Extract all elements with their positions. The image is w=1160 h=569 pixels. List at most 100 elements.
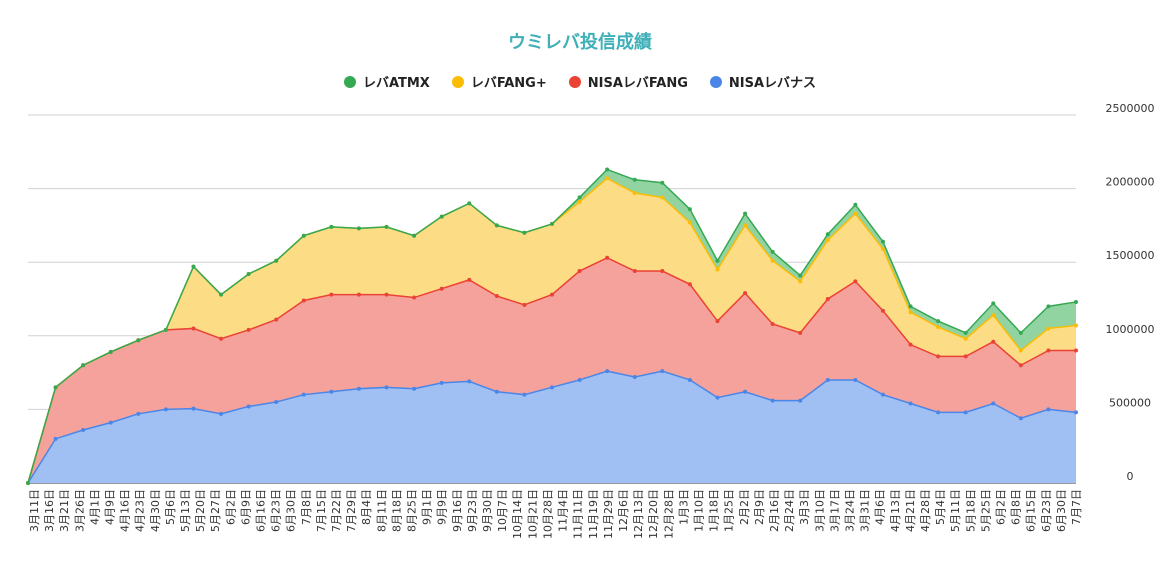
data-point <box>908 304 913 309</box>
data-point <box>770 258 775 263</box>
data-point <box>1074 410 1078 415</box>
data-point <box>1074 348 1078 353</box>
x-tick-label: 12月6日 <box>617 489 630 532</box>
x-tick-label: 4月9日 <box>104 489 117 525</box>
x-tick-label: 1月18日 <box>708 489 721 532</box>
legend-swatch <box>343 75 356 88</box>
x-tick-label: 8月11日 <box>375 489 388 532</box>
x-tick-label: 12月28日 <box>662 489 675 539</box>
data-point <box>715 258 720 263</box>
series-area <box>28 178 1076 483</box>
data-point <box>412 295 417 300</box>
x-tick-label: 12月20日 <box>647 489 660 539</box>
x-tick-label: 3月16日 <box>43 489 56 532</box>
data-point <box>108 349 113 354</box>
legend-item: レバFANG+ <box>451 72 547 91</box>
data-point <box>743 223 748 228</box>
data-point <box>412 233 417 238</box>
data-point <box>329 389 334 394</box>
y-tick-label: 1000000 <box>1106 323 1155 336</box>
data-point <box>163 407 168 412</box>
data-point <box>108 420 113 425</box>
data-point <box>743 211 748 216</box>
x-tick-label: 3月3日 <box>798 489 811 525</box>
data-point <box>770 249 775 254</box>
x-tick-label: 6月23日 <box>270 489 283 532</box>
data-point <box>963 336 968 341</box>
data-point <box>26 481 30 485</box>
x-tick-label: 7月8日 <box>300 489 313 525</box>
data-point <box>660 195 665 200</box>
data-point <box>246 327 251 332</box>
data-point <box>1018 330 1023 335</box>
legend-label: レバATMX <box>362 76 430 91</box>
data-point <box>715 319 720 324</box>
legend-label: NISAレバナス <box>728 76 817 91</box>
y-tick-label: 0 <box>1127 470 1134 483</box>
legend-swatch <box>451 75 464 88</box>
series-area <box>28 257 1076 483</box>
data-point <box>356 292 361 297</box>
data-point <box>494 389 499 394</box>
x-tick-label: 6月16日 <box>255 489 268 532</box>
x-tick-label: 2月24日 <box>783 489 796 532</box>
data-point <box>550 221 554 226</box>
data-point <box>853 211 858 216</box>
chart-title: ウミレバ投信成績 <box>508 32 652 53</box>
data-point <box>908 342 913 347</box>
x-tick-label: 4月21日 <box>904 489 917 532</box>
x-tick-label: 2月16日 <box>768 489 781 532</box>
data-point <box>522 302 527 307</box>
x-tick-label: 10月21日 <box>526 489 539 539</box>
data-point <box>494 294 499 299</box>
data-point <box>963 410 968 415</box>
x-tick-label: 5月25日 <box>979 489 992 532</box>
data-point <box>329 224 334 229</box>
x-tick-label: 6月23日 <box>1040 489 1053 532</box>
x-tick-label: 10月14日 <box>511 489 524 539</box>
data-point <box>274 258 279 263</box>
x-tick-label: 6月8日 <box>1010 489 1023 525</box>
data-point <box>632 191 637 196</box>
x-tick-label: 9月9日 <box>436 489 449 525</box>
x-tick-label: 3月17日 <box>828 489 841 532</box>
x-tick-label: 5月13日 <box>179 489 192 532</box>
data-point <box>605 176 610 181</box>
data-point <box>191 406 196 411</box>
data-point <box>825 377 830 382</box>
data-point <box>798 398 803 403</box>
x-tick-label: 6月2日 <box>994 489 1007 525</box>
data-point <box>908 310 913 315</box>
data-point <box>963 330 968 335</box>
data-point <box>1074 299 1078 304</box>
data-point <box>467 277 472 282</box>
data-point <box>1046 326 1051 331</box>
data-point <box>880 392 885 397</box>
data-point <box>81 428 86 433</box>
x-tick-label: 3月26日 <box>73 489 86 532</box>
data-point <box>936 324 941 329</box>
data-point <box>991 301 996 306</box>
data-point <box>687 207 692 212</box>
data-point <box>715 395 720 400</box>
data-point <box>246 271 251 276</box>
data-point <box>798 330 803 335</box>
data-point <box>219 292 224 297</box>
y-tick-label: 2000000 <box>1106 176 1155 189</box>
data-point <box>743 389 748 394</box>
data-point <box>439 286 444 291</box>
data-point <box>384 224 389 229</box>
data-point <box>219 336 224 341</box>
data-point <box>660 180 665 185</box>
data-point <box>605 369 610 374</box>
x-tick-label: 10月28日 <box>541 489 554 539</box>
data-point <box>577 377 582 382</box>
data-point <box>1046 304 1051 309</box>
data-point <box>632 269 637 274</box>
data-point <box>715 267 720 272</box>
data-point <box>356 386 361 391</box>
data-point <box>246 404 251 409</box>
data-point <box>853 202 858 207</box>
data-point <box>274 400 279 405</box>
x-tick-label: 2月9日 <box>753 489 766 525</box>
